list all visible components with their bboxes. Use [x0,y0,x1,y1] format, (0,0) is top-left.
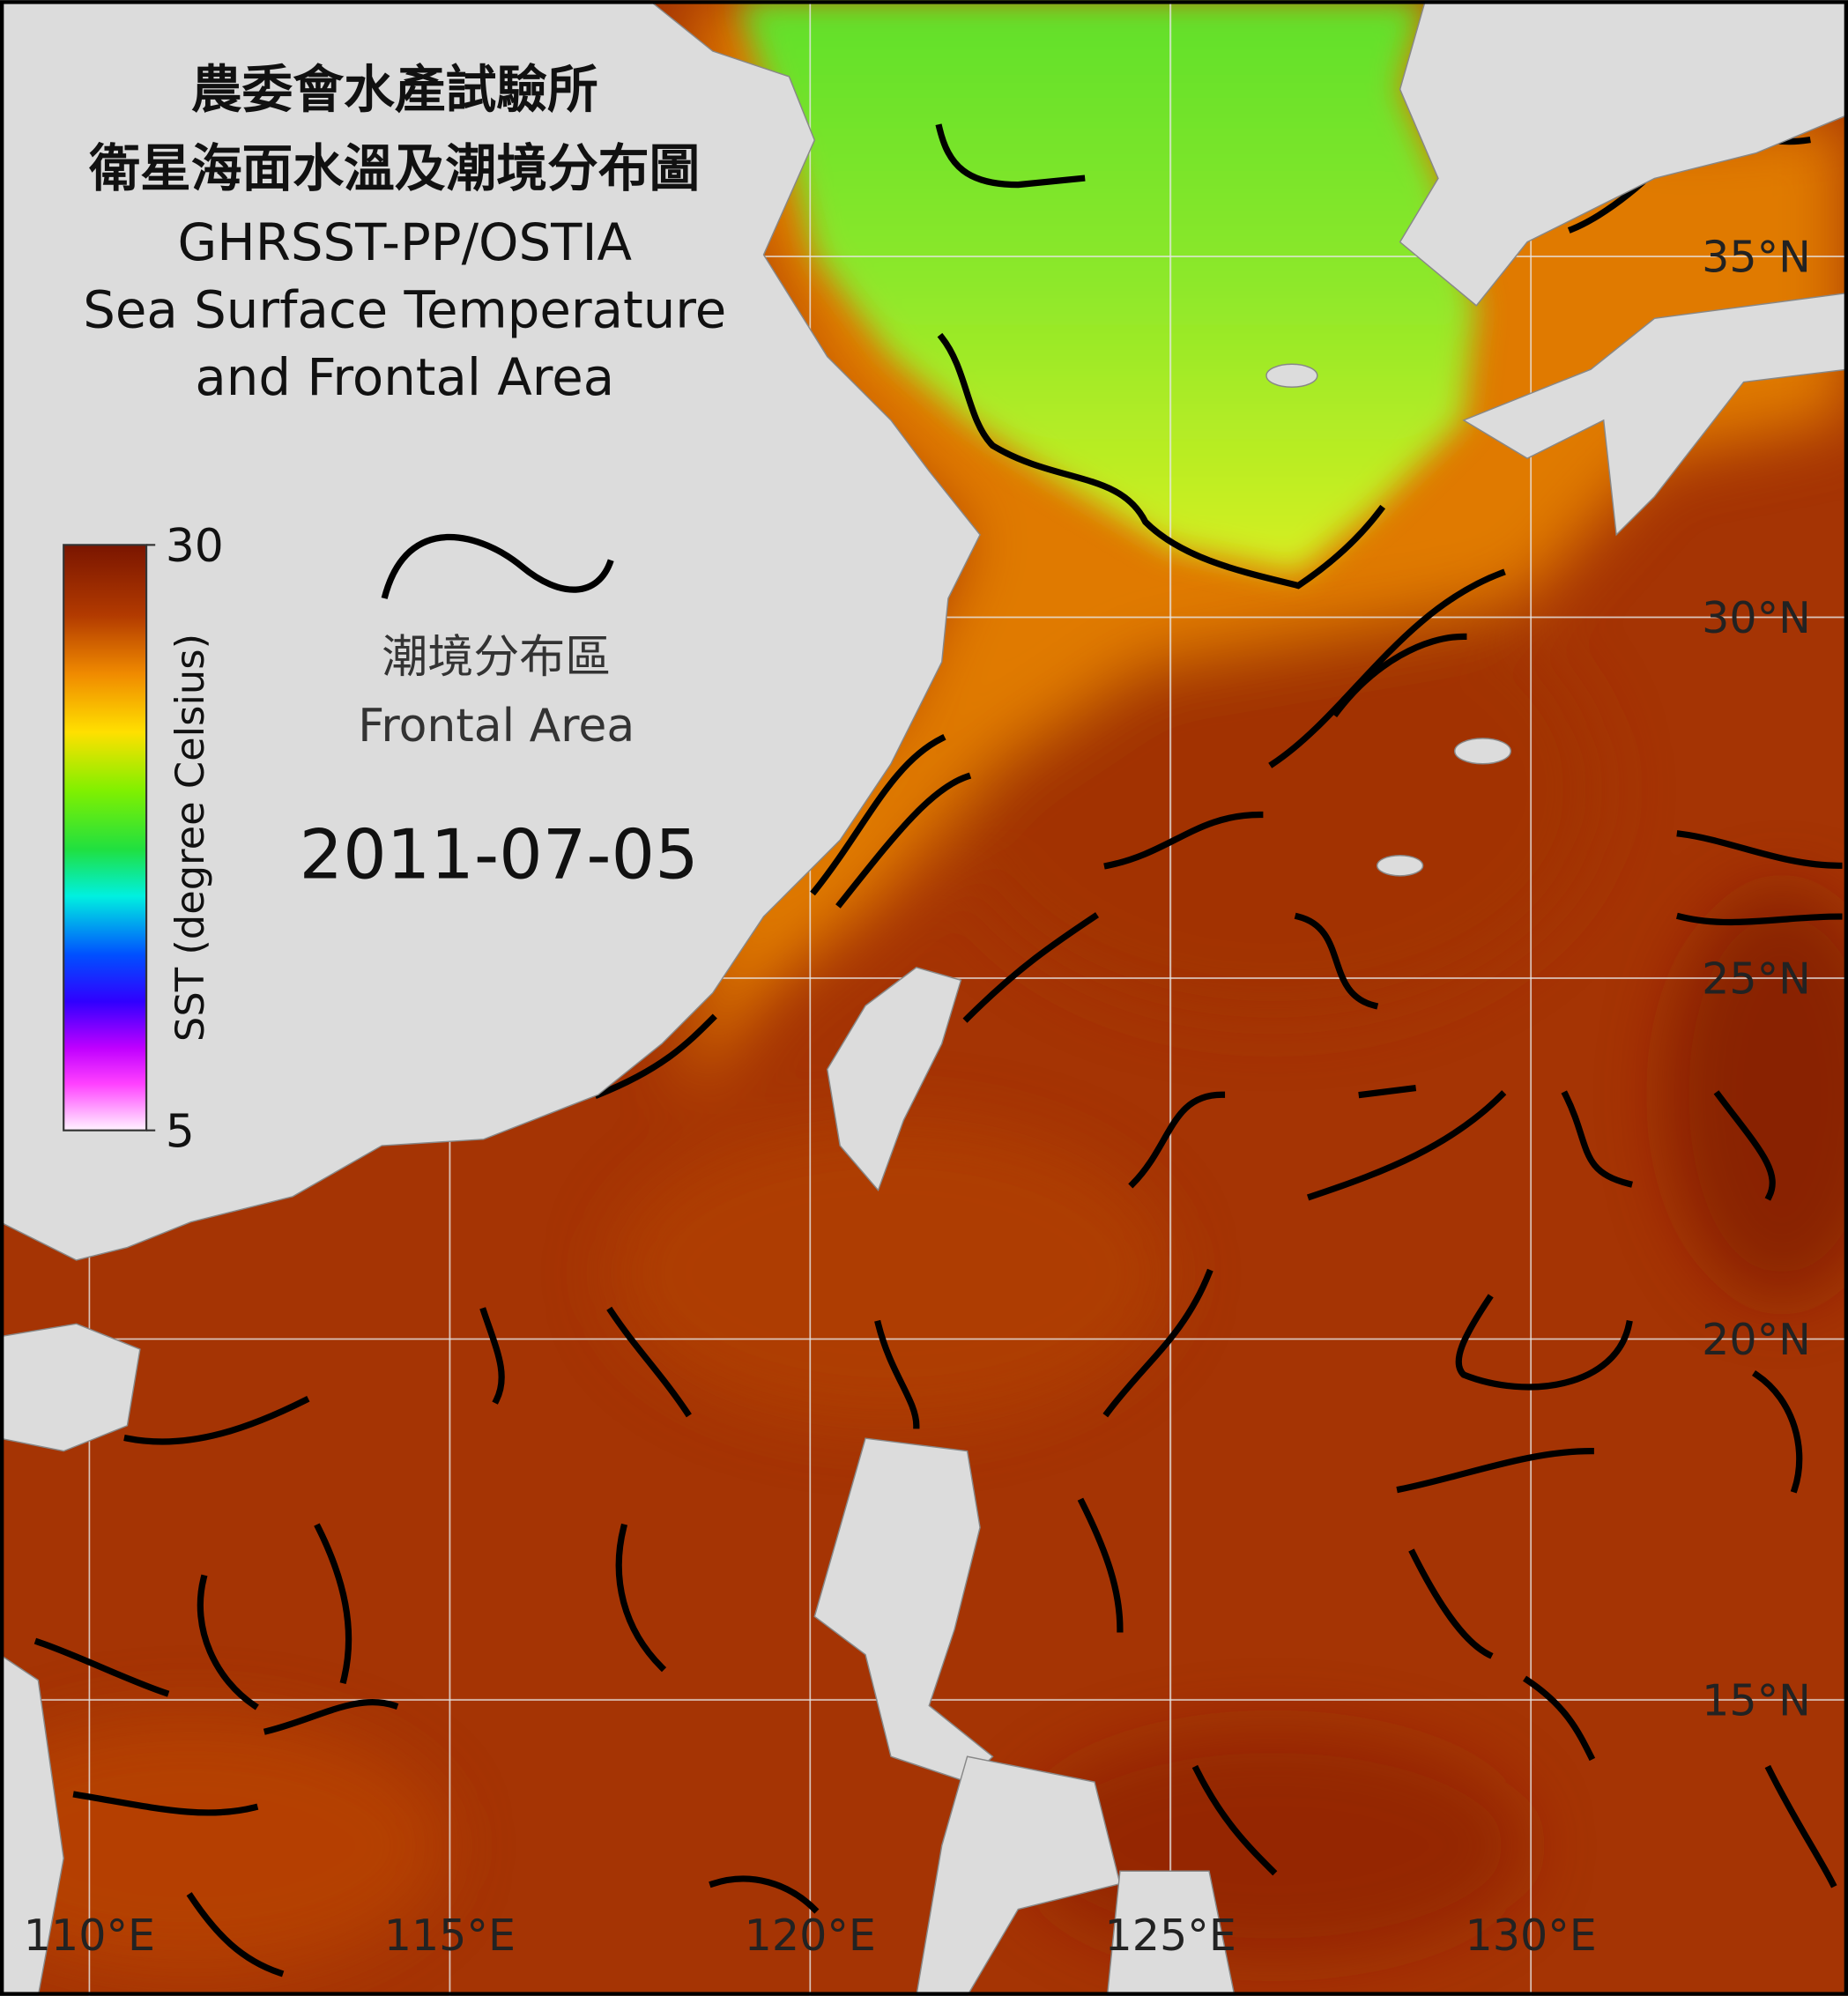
title: 農委會水產試驗所 衛星海面水溫及潮境分布圖 GHRSST-PP/OSTIA Se… [83,60,726,407]
yellow-sea [738,0,1477,574]
lat-label: 25°N [1702,953,1811,1004]
colorbar-tick-label: 30 [166,520,224,573]
lon-label: 115°E [384,1910,516,1961]
lat-label: 20°N [1702,1314,1811,1365]
legend-symbol [381,533,614,599]
lat-label: 15°N [1702,1674,1811,1725]
frontal-lines [33,123,1843,1977]
lat-label: 30°N [1702,592,1811,643]
colorbar-label: SST (degree Celsius) [167,634,213,1042]
colorbar-ramp [63,544,148,1132]
title-line: 衛星海面水溫及潮境分布圖 [88,138,700,198]
lon-label: 130°E [1465,1910,1596,1961]
lon-label: 120°E [745,1910,876,1961]
legend: 潮境分布區 Frontal Area 2011-07-05 [300,533,699,895]
colorbar-tick-label: 5 [166,1105,195,1158]
lon-label: 110°E [24,1910,155,1961]
colorbar: SST (degree Celsius) 5 30 [63,520,224,1158]
graticule-labels: 110°E 115°E 120°E 125°E 130°E 15°N 20°N 25°N 30°… [24,231,1811,1960]
date: 2011-07-05 [300,816,699,895]
title-line: Sea Surface Temperature [83,279,726,339]
title-line: and Frontal Area [195,347,614,407]
legend-label: Frontal Area [358,700,635,753]
legend-label: 潮境分布區 [382,631,611,684]
title-line: GHRSST-PP/OSTIA [178,212,633,272]
lat-label: 35°N [1702,231,1811,282]
title-line: 農委會水產試驗所 [191,60,598,120]
lon-label: 125°E [1105,1910,1236,1961]
